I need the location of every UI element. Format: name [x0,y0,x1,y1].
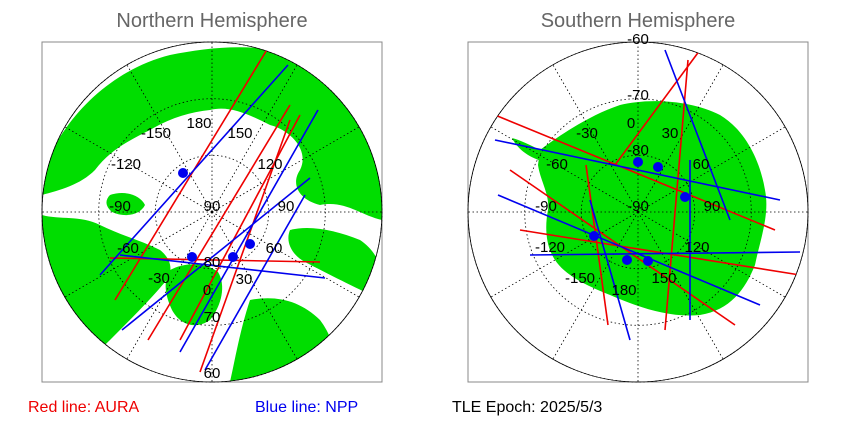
satellite-marker [653,162,663,172]
aura-track [147,104,291,341]
north-grid-labels: 180 150 120 90 60 30 0 -30 -60 -90 -120 … [109,115,294,382]
satellite-marker [633,157,643,167]
satellite-marker [245,239,255,249]
npp-track [494,139,781,201]
aura-track [109,257,321,263]
antarctica-landmass [538,101,767,316]
lon-label: -60 [546,156,568,173]
lon-label: 150 [651,270,676,287]
lon-label: 90 [278,198,295,215]
lat-label: -70 [627,87,649,104]
south-map: 0 30 60 90 120 150 180 -150 -120 -90 -60… [467,31,809,383]
npp-track [119,254,326,279]
lon-label: 180 [611,282,636,299]
north-map-boundary [41,41,383,383]
lon-label: 60 [266,240,283,257]
satellite-marker [643,256,653,266]
legend-npp: Blue line: NPP [255,399,359,416]
lat-label: -60 [627,31,649,48]
south-orbit-tracks [494,49,801,341]
lon-label: -120 [535,239,565,256]
aura-track [664,59,689,331]
lon-label: 120 [257,156,282,173]
north-map-title: Northern Hemisphere [116,10,308,32]
lon-label: -30 [148,270,170,287]
lon-label: 90 [704,198,721,215]
north-orbit-tracks [99,47,326,373]
aura-track [494,114,776,231]
satellite-marker [622,255,632,265]
lon-label: 180 [186,115,211,132]
aura-track [614,49,701,166]
satellite-marker [228,252,238,262]
lon-label: -150 [141,125,171,142]
npp-track [121,177,311,331]
asia-landmass [42,47,382,220]
aura-track [585,164,609,326]
lon-label: 30 [236,271,253,288]
south-map-title: Southern Hemisphere [540,10,736,32]
lat-label: -80 [627,142,649,159]
lon-label: -120 [111,156,141,173]
npp-track [204,194,306,371]
npp-track [179,109,319,353]
npp-track [664,49,731,221]
npp-track [529,251,801,256]
lon-label: 0 [627,115,635,132]
lon-label: 150 [227,125,252,142]
aura-track [199,119,291,373]
lon-label: -90 [535,198,557,215]
lon-label: -60 [117,240,139,257]
satellite-marker [178,168,188,178]
satellite-marker [680,192,690,202]
lat-label: 80 [204,254,221,271]
south-map-boundary [467,41,809,383]
south-grid-labels: 0 30 60 90 120 150 180 -150 -120 -90 -60… [535,31,720,299]
aura-track [179,114,301,341]
north-satellite-markers [178,168,255,262]
lon-label: 60 [693,156,710,173]
lon-label: -150 [565,270,595,287]
south-landmass [512,101,767,316]
lat-label: 60 [204,365,221,382]
lon-label: -30 [576,125,598,142]
lon-label: 120 [684,239,709,256]
npp-track [497,194,761,306]
antarctic-peninsula [512,138,545,162]
npp-track [99,64,289,276]
lat-label: -90 [627,198,649,215]
npp-track [589,199,631,341]
lon-label: 30 [662,125,679,142]
satellite-marker [589,231,599,241]
lat-label: 70 [204,309,221,326]
siberia-landmass [288,228,382,300]
greenland-landmass [165,264,223,326]
lon-label: -90 [109,198,131,215]
south-satellite-markers [589,157,690,266]
legend-aura: Red line: AURA [28,399,140,416]
lat-label: 90 [204,198,221,215]
tle-epoch-label: TLE Epoch: 2025/5/3 [452,399,603,416]
aura-track [519,229,801,276]
arctic-island-2 [80,238,112,260]
arctic-island-1 [106,193,145,216]
north-map: 180 150 120 90 60 30 0 -30 -60 -90 -120 … [41,41,383,383]
lon-label: 0 [203,282,211,299]
satellite-marker [187,252,197,262]
